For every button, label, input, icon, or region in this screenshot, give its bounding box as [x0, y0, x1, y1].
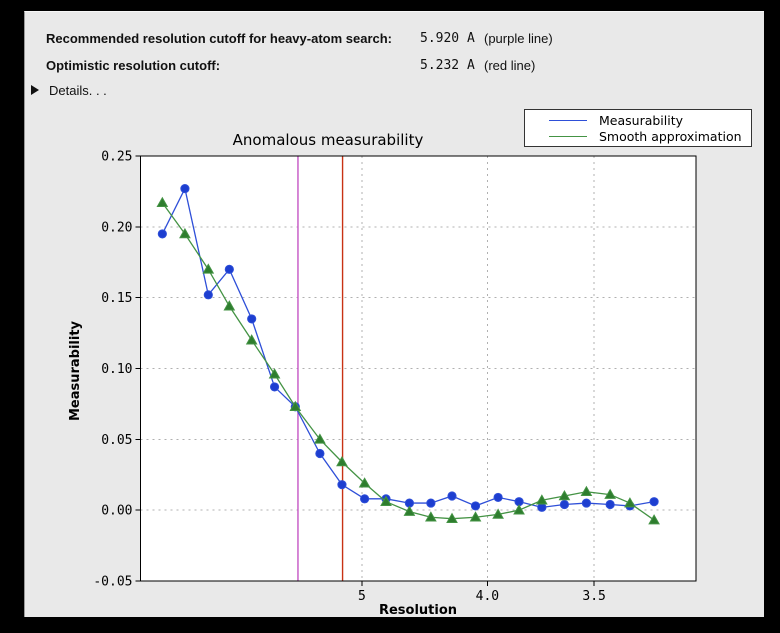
legend-label: Smooth approximation: [599, 128, 742, 144]
data-point-triangle: [380, 495, 392, 506]
data-point-circle: [224, 264, 234, 274]
data-point-circle: [649, 497, 659, 507]
data-point-triangle: [558, 489, 571, 501]
cutoff-value: 5.920 A: [420, 31, 475, 46]
data-point-circle: [180, 183, 190, 194]
x-tick-label: 5: [358, 589, 366, 604]
data-point-circle: [157, 229, 167, 239]
data-point-triangle: [469, 511, 482, 522]
data-point-circle: [337, 480, 347, 490]
data-point-circle: [493, 492, 503, 503]
data-point-triangle: [202, 263, 215, 274]
data-point-circle: [605, 499, 615, 510]
y-tick-label: -0.05: [93, 575, 132, 590]
data-point-triangle: [403, 505, 416, 516]
data-point-circle: [247, 314, 257, 324]
legend-entry-smooth: Smooth approximation: [525, 129, 751, 144]
x-axis-label: Resolution: [378, 603, 458, 618]
cutoff-label: Recommended resolution cutoff for heavy-…: [46, 31, 393, 46]
data-point-triangle: [604, 488, 616, 499]
data-point-circle: [470, 501, 481, 511]
data-point-triangle: [223, 300, 236, 311]
data-point-circle: [269, 382, 280, 392]
y-tick-label: 0.15: [101, 291, 132, 306]
legend-label: Measurability: [599, 112, 684, 128]
x-tick-label: 3.5: [582, 589, 605, 604]
data-point-triangle: [336, 455, 348, 467]
legend-line-swatch-blue: [549, 119, 587, 121]
data-point-triangle: [245, 334, 258, 345]
data-point-triangle: [624, 497, 636, 508]
data-point-triangle: [446, 512, 458, 523]
data-point-circle: [559, 499, 570, 510]
cutoff-note: (red line): [484, 58, 536, 73]
data-point-triangle: [425, 511, 437, 522]
data-point-triangle: [580, 485, 593, 497]
data-point-triangle: [179, 227, 191, 239]
legend-line-swatch-green: [549, 135, 587, 137]
y-tick-label: 0.05: [101, 433, 132, 448]
cutoff-row-optimistic: Optimistic resolution cutoff: 5.232 A (r…: [25, 58, 764, 76]
data-point-circle: [315, 448, 325, 459]
chart-title: Anomalous measurability: [232, 131, 424, 149]
legend-entry-measurability: Measurability: [525, 113, 751, 128]
cutoff-value: 5.232 A: [420, 58, 475, 73]
cutoff-row-recommended: Recommended resolution cutoff for heavy-…: [25, 31, 764, 49]
data-point-triangle: [648, 514, 660, 525]
data-point-circle: [360, 494, 370, 504]
cutoff-note: (purple line): [484, 31, 553, 46]
details-label: Details. . .: [49, 82, 107, 98]
chart-legend: Measurability Smooth approximation: [524, 109, 752, 147]
data-point-triangle: [358, 477, 371, 488]
plot-canvas: 0.25 0.20 0.15 0.10 0.05 0.00 -0.05 5 4.0 3.5: [93, 150, 697, 604]
disclosure-triangle-icon: [31, 85, 39, 95]
data-point-circle: [447, 491, 457, 501]
data-point-triangle: [314, 433, 326, 444]
data-point-triangle: [513, 504, 525, 515]
details-disclosure[interactable]: Details. . .: [31, 80, 107, 100]
measurability-chart: Anomalous measurability Measurability Sm…: [25, 101, 766, 618]
data-point-triangle: [268, 368, 281, 379]
data-point-triangle: [492, 508, 504, 519]
content-panel: Recommended resolution cutoff for heavy-…: [24, 11, 766, 618]
cutoff-label: Optimistic resolution cutoff:: [46, 58, 221, 73]
y-tick-label: 0.00: [101, 504, 132, 519]
data-point-circle: [426, 498, 436, 508]
y-tick-label: 0.20: [101, 220, 132, 235]
data-point-triangle: [289, 400, 302, 412]
y-tick-label: 0.25: [101, 150, 132, 165]
data-point-triangle: [535, 494, 548, 505]
y-tick-label: 0.10: [101, 362, 132, 377]
y-axis-label: Measurability: [68, 320, 83, 422]
x-tick-label: 4.0: [476, 589, 499, 604]
data-point-circle: [581, 498, 592, 508]
data-point-triangle: [156, 196, 169, 208]
data-point-circle: [203, 290, 213, 300]
